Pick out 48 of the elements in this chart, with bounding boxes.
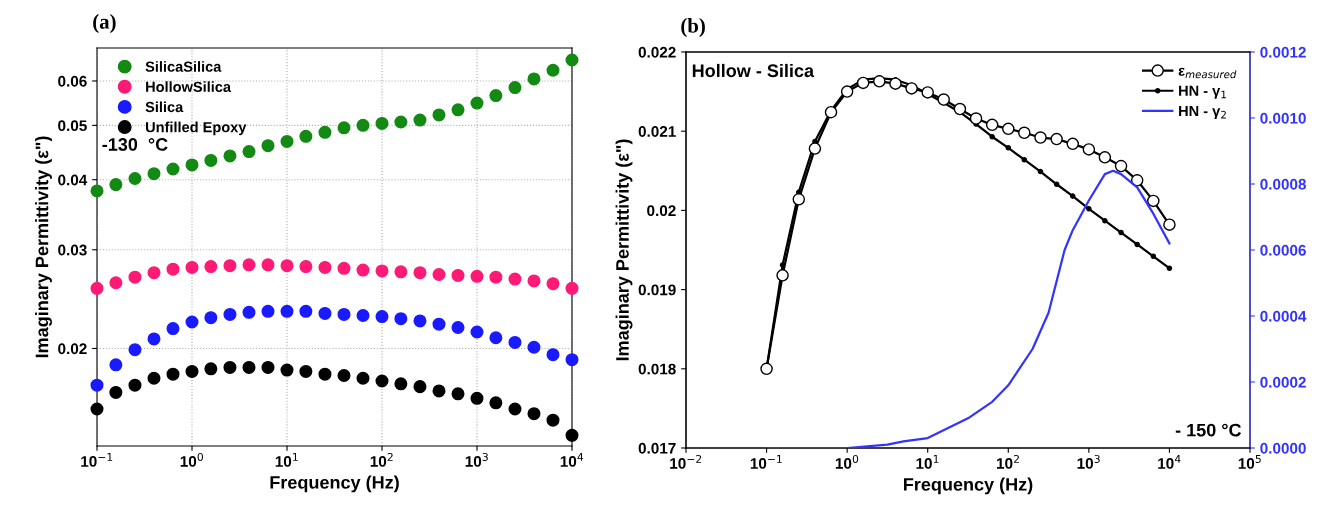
legend-label: Unfilled Epoxy [146, 121, 247, 136]
y-axis-title: Imaginary Permittivity (ε") [35, 136, 52, 358]
legend-label: Silica [145, 101, 184, 113]
y-axis-title: Imaginary Permittivity (ε") [615, 139, 633, 361]
x-tick-label: 10$^{2}$ [997, 454, 1019, 469]
annotation: -130 °C [102, 138, 168, 151]
y-tick-label: 0.022 [638, 46, 676, 58]
y2-tick-label: 0.0010 [1260, 112, 1306, 124]
legend-label: SilicaSilica [145, 61, 222, 72]
y2-tick-label: 0.0008 [1260, 178, 1306, 190]
y-tick-label: 0.02 [58, 343, 87, 355]
y-tick-label: 0.019 [638, 284, 676, 296]
y2-tick-label: 0.0000 [1260, 442, 1306, 454]
y2-tick-label: 0.0012 [1260, 46, 1306, 58]
x-axis-title: Frequency (Hz) [270, 475, 399, 493]
annotation: - 150 °C [1175, 423, 1242, 437]
chart-title: (b) [681, 18, 705, 37]
x-tick-label: 10$^{0}$ [835, 454, 859, 469]
legend-label: ε$_{measured}$ [1178, 67, 1237, 79]
x-tick-label: 10$^{3}$ [465, 452, 488, 467]
y-tick-label: 0.017 [638, 442, 676, 454]
x-tick-label: 10$^{5}$ [1238, 455, 1261, 469]
y2-tick-label: 0.0004 [1260, 310, 1307, 322]
x-tick-label: 10$^{−2}$ [670, 454, 702, 469]
y-tick-label: 0.05 [58, 120, 87, 132]
y-tick-label: 0.06 [58, 75, 87, 87]
y-tick-label: 0.02 [647, 205, 676, 217]
y-tick-label: 0.018 [638, 363, 676, 375]
y-tick-label: 0.04 [58, 174, 88, 186]
x-tick-label: 10$^{3}$ [1077, 454, 1100, 469]
x-tick-label: 10$^{1}$ [275, 453, 298, 467]
legend-label: HN - γ$_{1}$ [1179, 85, 1226, 99]
x-tick-label: 10$^{2}$ [370, 452, 393, 467]
x-tick-label: 10$^{1}$ [916, 455, 939, 469]
y-tick-label: 0.021 [638, 126, 676, 137]
x-tick-label: 10$^{−1}$ [81, 453, 113, 467]
x-tick-label: 10$^{4}$ [560, 453, 584, 467]
x-tick-label: 10$^{0}$ [180, 452, 204, 467]
x-tick-label: 10$^{4}$ [1158, 455, 1181, 469]
x-tick-label: 10$^{−1}$ [750, 455, 782, 469]
y2-tick-label: 0.0006 [1260, 244, 1306, 256]
legend-label: HN - γ$_{2}$ [1179, 105, 1226, 120]
y-tick-label: 0.03 [58, 244, 87, 256]
annotation: Hollow - Silica [692, 63, 815, 78]
chart-title: (a) [93, 14, 116, 33]
x-axis-title: Frequency (Hz) [904, 477, 1033, 495]
y2-tick-label: 0.0002 [1260, 376, 1306, 388]
legend-label: HollowSilica [146, 81, 232, 92]
